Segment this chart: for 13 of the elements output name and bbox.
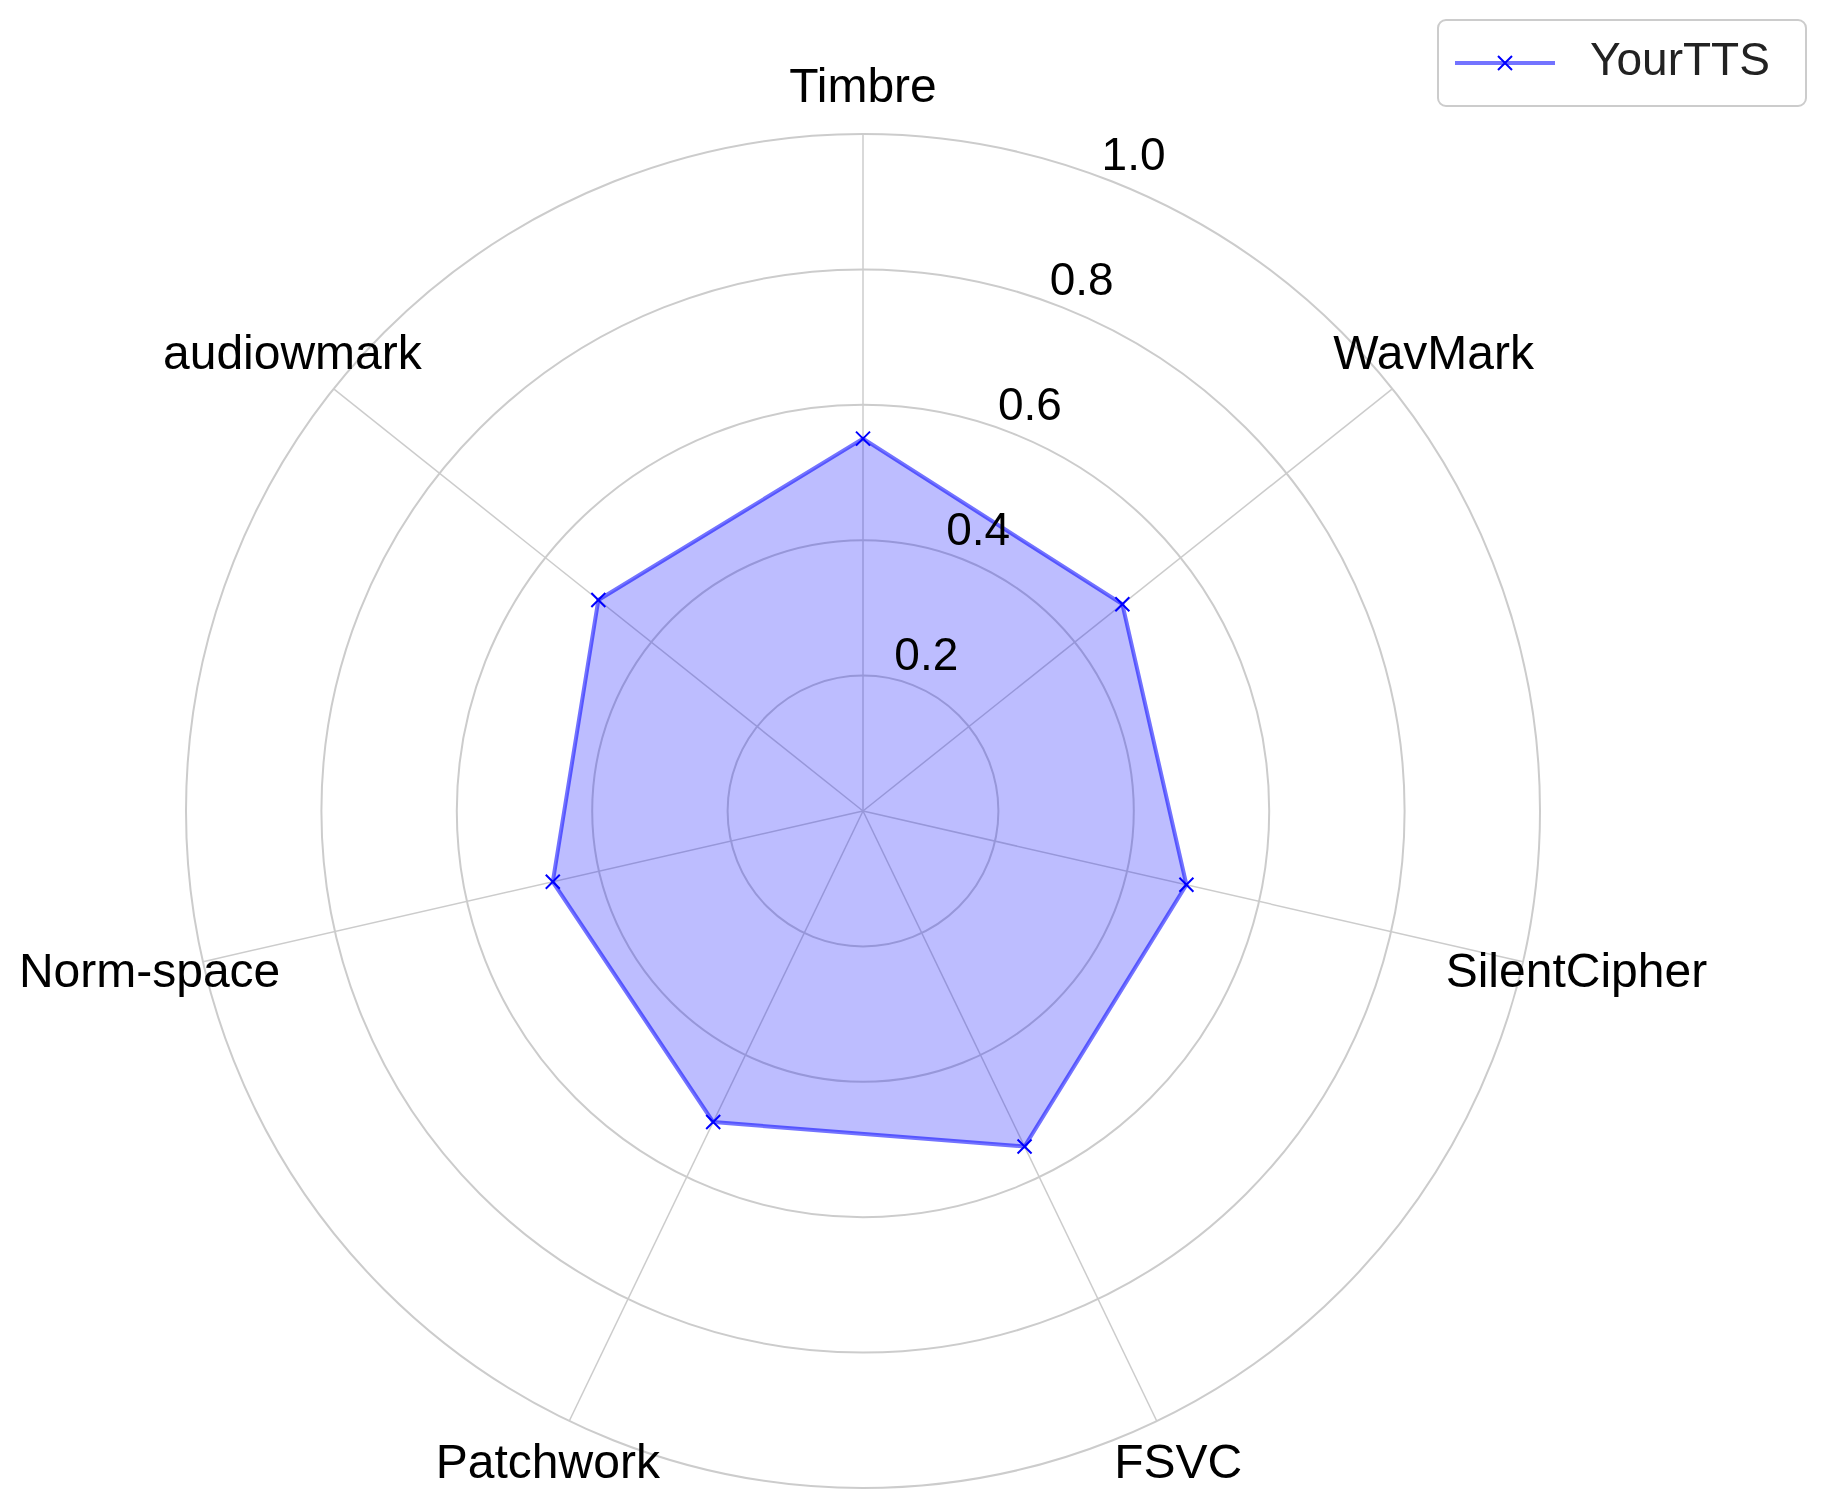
y-tick-label: 1.0 bbox=[1101, 127, 1166, 180]
spoke-label: Timbre bbox=[789, 58, 937, 112]
spoke-label: FSVC bbox=[1114, 1435, 1243, 1489]
y-tick-label: 0.6 bbox=[997, 378, 1062, 431]
legend-label: YourTTS bbox=[1590, 33, 1770, 86]
y-tick-label: 0.8 bbox=[1049, 253, 1114, 306]
spoke-label: audiowmark bbox=[163, 325, 423, 379]
y-tick-label: 0.2 bbox=[894, 628, 959, 681]
spoke-label: Norm-space bbox=[18, 943, 281, 997]
spoke-label: WavMark bbox=[1333, 325, 1536, 379]
spoke-label: Patchwork bbox=[435, 1435, 661, 1489]
y-tick-label: 0.4 bbox=[946, 503, 1011, 556]
spoke-label: SilentCipher bbox=[1445, 943, 1708, 997]
